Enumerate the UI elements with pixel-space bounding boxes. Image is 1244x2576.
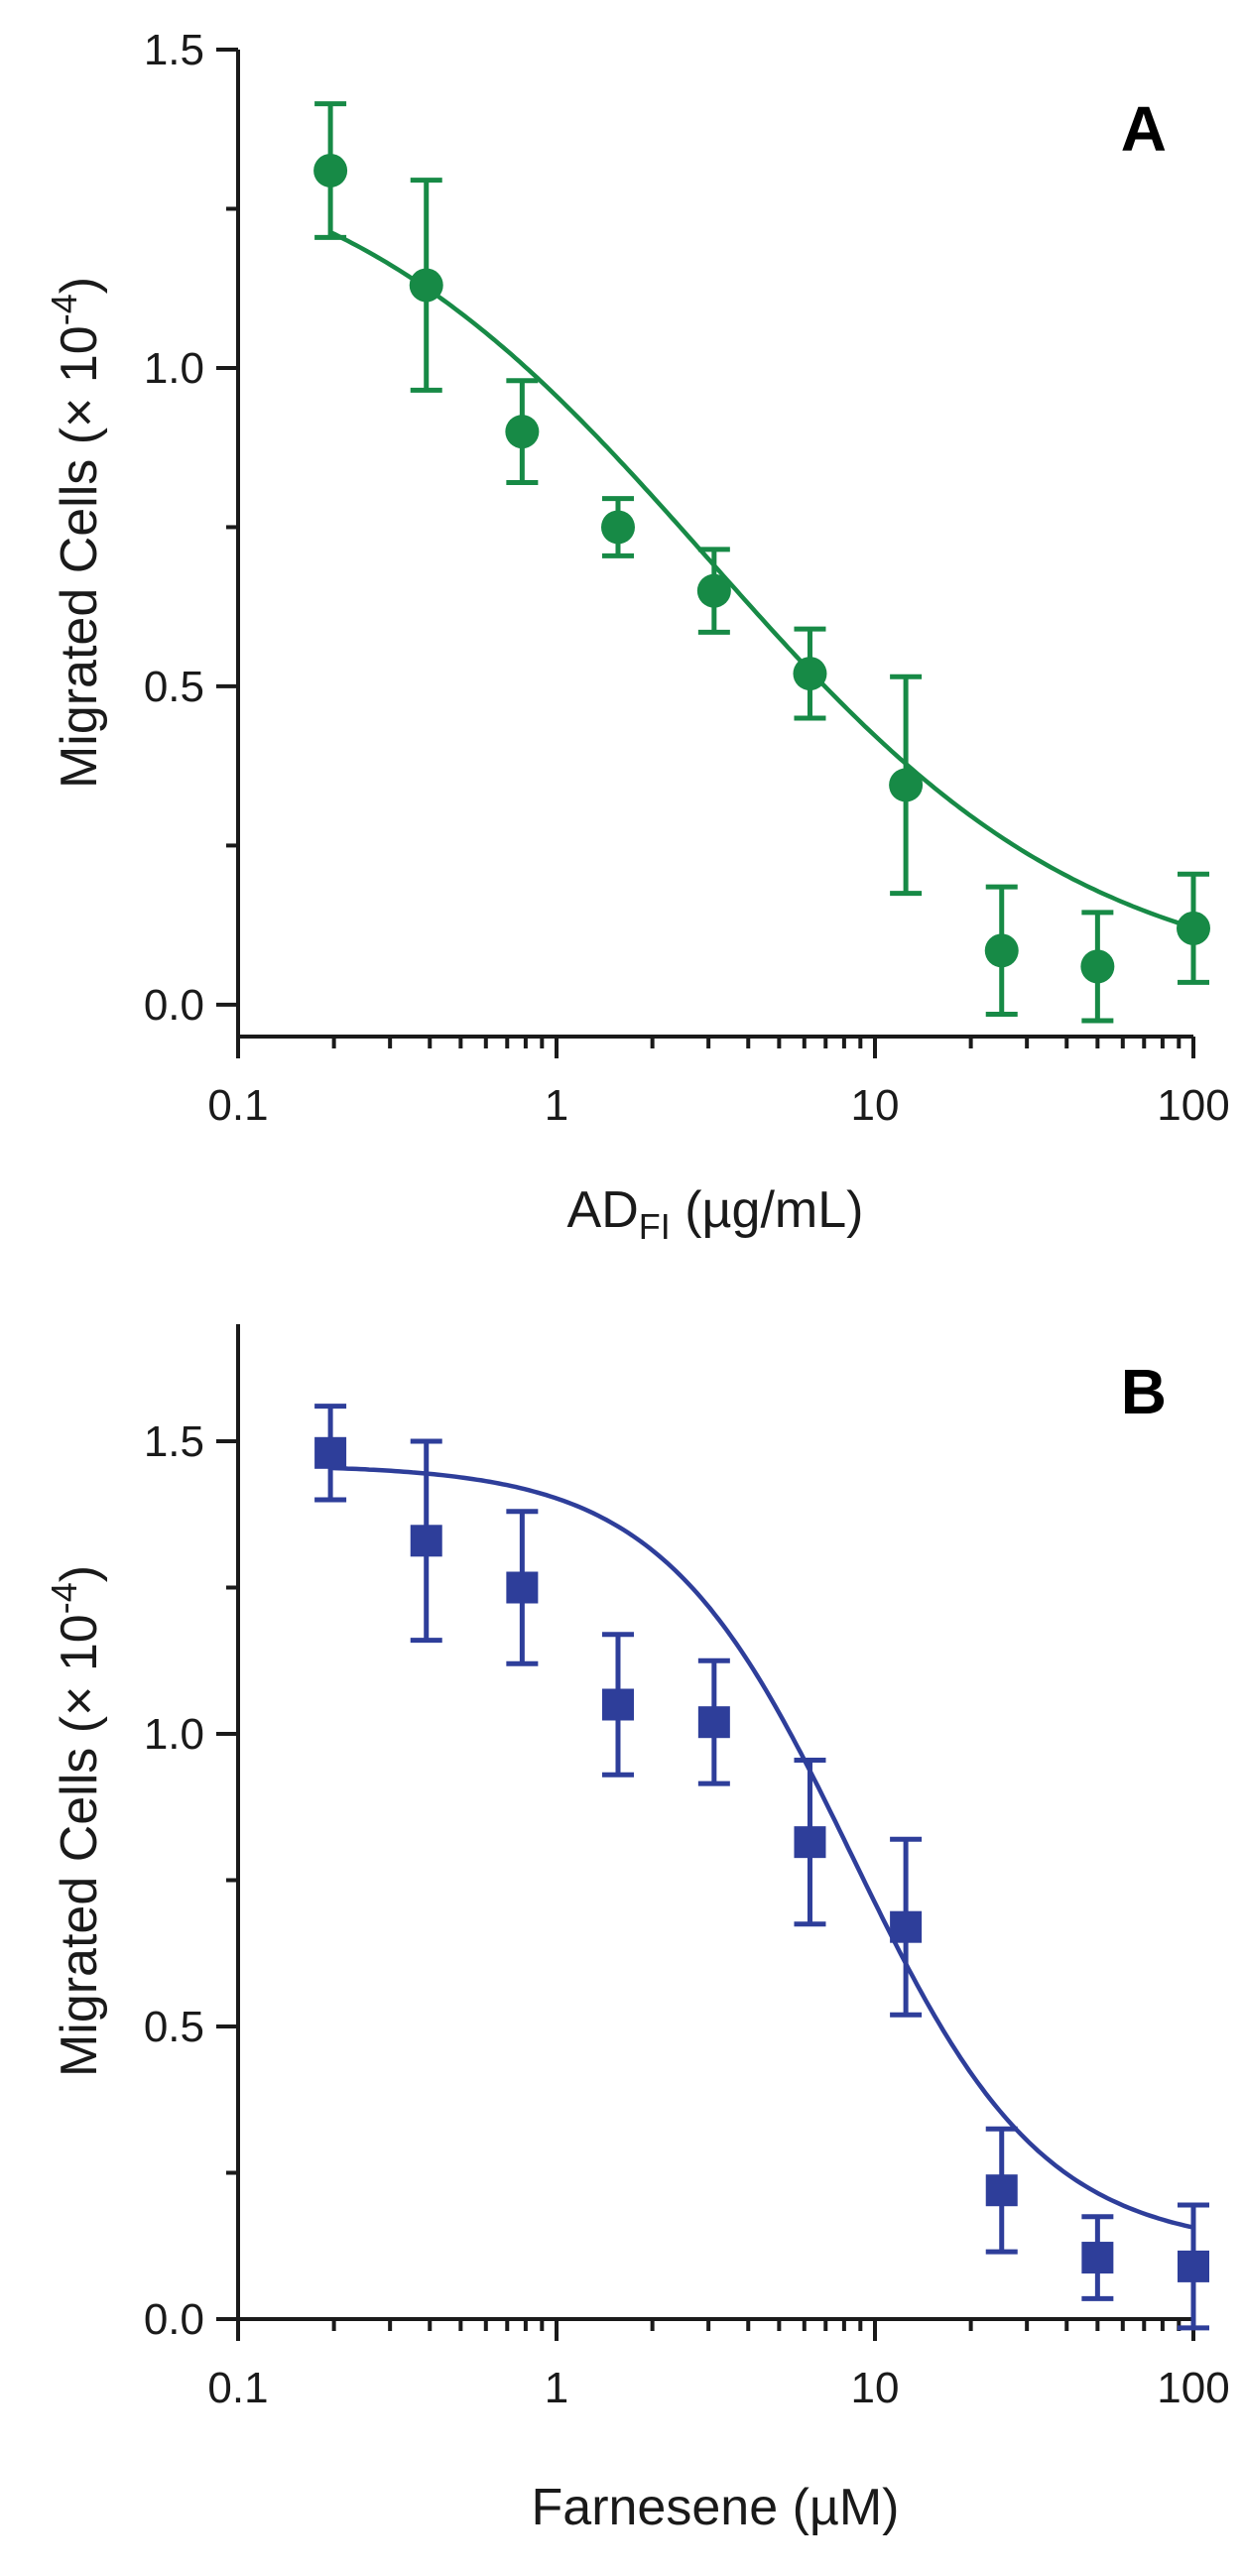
panel-b-label: B bbox=[1121, 1356, 1167, 1427]
circle-marker bbox=[505, 415, 540, 449]
circle-marker bbox=[793, 657, 827, 691]
y-tick-label: 1.5 bbox=[144, 1417, 204, 1466]
y-tick-label: 0.0 bbox=[144, 2295, 204, 2344]
data-point bbox=[794, 1758, 826, 1927]
circle-marker bbox=[1080, 949, 1115, 984]
data-point bbox=[793, 626, 827, 721]
data-point bbox=[1081, 2214, 1114, 2301]
circle-marker bbox=[600, 510, 635, 545]
data-point bbox=[1177, 871, 1210, 985]
data-point bbox=[601, 1632, 634, 1778]
square-marker bbox=[506, 1571, 539, 1604]
y-tick-label: 0.0 bbox=[144, 981, 204, 1030]
y-tick-label: 0.5 bbox=[144, 663, 204, 711]
data-point bbox=[314, 1404, 347, 1503]
data-point bbox=[890, 1836, 923, 2018]
y-tick-label: 0.5 bbox=[144, 2003, 204, 2051]
x-tick-label: 1 bbox=[545, 2364, 568, 2412]
panel-b-y-axis-title: Migrated Cells (× 10-4) bbox=[44, 1565, 108, 2077]
panel-b-ticks: 0.1 1 10 100 0.0 0.5 1.0 1.5 bbox=[144, 1417, 1230, 2412]
panel-a-chart: 0.1 1 10 100 0.0 0.5 1.0 1.5 A ADFI (µg/mL) Mig… bbox=[44, 26, 1230, 1247]
data-point bbox=[984, 884, 1019, 1018]
panel-a-ticks: 0.1 1 10 100 0.0 0.5 1.0 1.5 bbox=[144, 26, 1230, 1130]
data-point bbox=[1178, 2202, 1209, 2331]
x-tick-label: 1 bbox=[545, 1081, 568, 1130]
data-point bbox=[600, 496, 635, 558]
panel-b-chart: 0.1 1 10 100 0.0 0.5 1.0 1.5 B Farnesene (µM) M… bbox=[44, 1324, 1230, 2536]
square-marker bbox=[985, 2174, 1018, 2207]
x-tick-label: 100 bbox=[1157, 2364, 1229, 2412]
panel-b-fit-curve bbox=[329, 1465, 1194, 2230]
data-point bbox=[697, 1657, 730, 1786]
panel-b-x-axis-title: Farnesene (µM) bbox=[532, 2479, 900, 2536]
square-marker bbox=[1081, 2242, 1114, 2274]
data-point bbox=[696, 547, 731, 635]
data-point bbox=[410, 1438, 442, 1644]
y-tick-label: 1.0 bbox=[144, 1710, 204, 1759]
data-point bbox=[506, 1509, 539, 1666]
y-tick-label: 1.0 bbox=[144, 344, 204, 393]
circle-marker bbox=[409, 268, 443, 303]
data-point bbox=[889, 674, 924, 897]
square-marker bbox=[697, 1706, 730, 1739]
panel-b-data-points bbox=[314, 1404, 1209, 2331]
x-tick-label: 100 bbox=[1157, 1081, 1229, 1130]
square-marker bbox=[314, 1436, 347, 1469]
data-point bbox=[1080, 910, 1115, 1024]
data-point bbox=[505, 378, 540, 486]
square-marker bbox=[1178, 2250, 1209, 2282]
panel-a-data-points bbox=[313, 101, 1210, 1024]
x-tick-label: 10 bbox=[851, 2364, 900, 2412]
data-point bbox=[313, 101, 348, 240]
panel-a-y-axis-title: Migrated Cells (× 10-4) bbox=[44, 277, 108, 789]
square-marker bbox=[890, 1910, 923, 1943]
data-point bbox=[985, 2126, 1018, 2255]
panel-a-x-axis-title: ADFI (µg/mL) bbox=[567, 1181, 864, 1247]
x-tick-label: 10 bbox=[851, 1081, 900, 1130]
panel-a-fit-curve bbox=[329, 230, 1194, 930]
square-marker bbox=[410, 1525, 442, 1557]
circle-marker bbox=[696, 573, 731, 608]
panel-a-label: A bbox=[1121, 93, 1167, 165]
x-tick-label: 0.1 bbox=[207, 1081, 268, 1130]
y-tick-label: 1.5 bbox=[144, 26, 204, 74]
square-marker bbox=[794, 1826, 826, 1859]
square-marker bbox=[601, 1688, 634, 1721]
circle-marker bbox=[984, 933, 1019, 968]
data-point bbox=[409, 178, 443, 393]
circle-marker bbox=[889, 768, 924, 802]
circle-marker bbox=[1177, 911, 1210, 945]
circle-marker bbox=[313, 153, 348, 187]
x-tick-label: 0.1 bbox=[207, 2364, 268, 2412]
